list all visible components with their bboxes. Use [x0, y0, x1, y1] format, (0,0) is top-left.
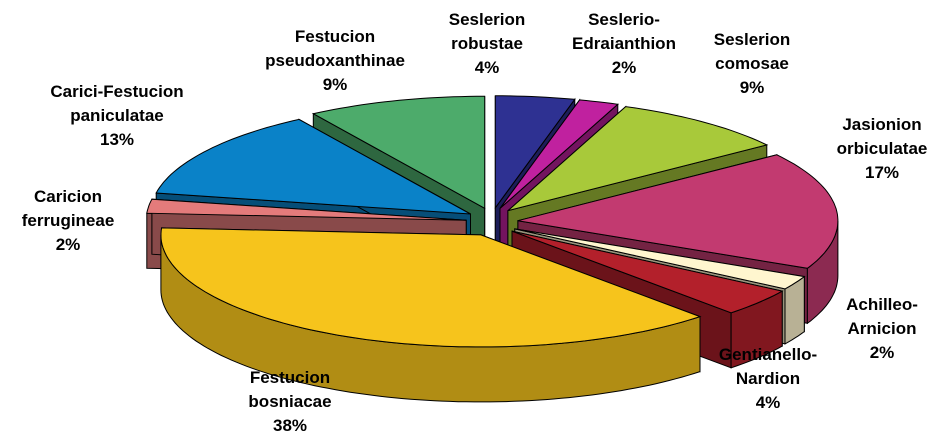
slice	[311, 95, 486, 210]
slice	[517, 154, 839, 269]
value-label: 2%	[611, 58, 637, 77]
category-name: Seslerion robustae	[448, 10, 526, 53]
slice-label: Festucion bosniacae 38%	[248, 366, 331, 438]
slice-label: Jasionion orbiculatae 17%	[837, 113, 928, 185]
slice-label: Carici-Festucion paniculatae 13%	[17, 80, 217, 152]
slice	[160, 227, 702, 348]
category-name: Caricion ferrugineae	[21, 187, 115, 230]
slice	[514, 228, 806, 290]
slice-label: Festucion pseudoxanthinae 9%	[265, 25, 405, 97]
value-label: 9%	[322, 75, 348, 94]
slice	[499, 99, 619, 209]
slice-label: Seslerio-Edraianthion 2%	[572, 8, 676, 80]
value-label: 17%	[864, 163, 900, 182]
value-label: 2%	[869, 343, 895, 362]
value-label: 4%	[474, 58, 500, 77]
slice-label: Gentianello-Nardion 4%	[719, 343, 817, 415]
slice	[494, 95, 576, 210]
value-label: 13%	[99, 130, 135, 149]
category-name: Festucion pseudoxanthinae	[265, 27, 405, 70]
category-name: Achilleo-Arnicion	[846, 295, 918, 338]
slice	[507, 106, 769, 212]
slice	[511, 230, 784, 314]
category-name: Gentianello-Nardion	[718, 345, 818, 388]
slice-label: Seslerion comosae 9%	[714, 28, 791, 100]
value-label: 4%	[755, 393, 781, 412]
category-name: Seslerion comosae	[713, 30, 791, 73]
value-label: 38%	[272, 416, 308, 435]
category-name: Carici-Festucion paniculatae	[50, 82, 184, 125]
slice-label: Caricion ferrugineae 2%	[22, 185, 115, 257]
category-name: Festucion bosniacae	[248, 368, 332, 411]
value-label: 2%	[55, 235, 81, 254]
slice	[146, 198, 467, 221]
category-name: Seslerio-Edraianthion	[572, 10, 676, 53]
value-label: 9%	[739, 78, 765, 97]
slice-label: Achilleo-Arnicion 2%	[846, 293, 918, 365]
slice-label: Seslerion robustae 4%	[449, 8, 526, 80]
category-name: Jasionion orbiculatae	[836, 115, 928, 158]
slice	[155, 118, 471, 215]
